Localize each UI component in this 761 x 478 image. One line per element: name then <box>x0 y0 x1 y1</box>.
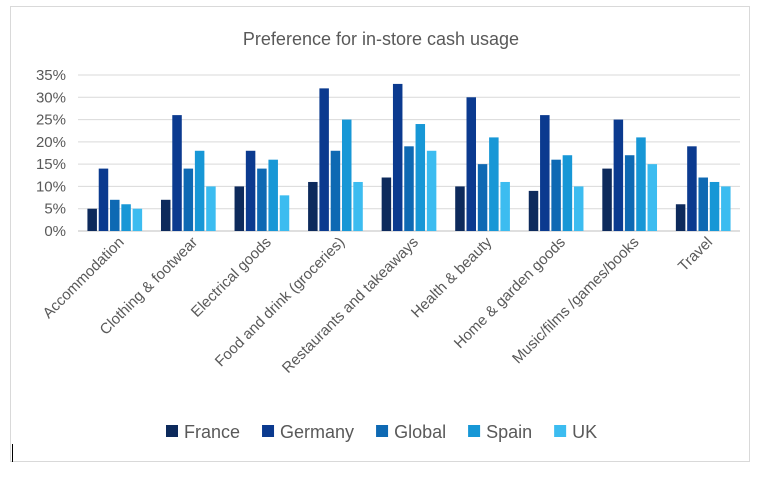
bar-spain-0 <box>121 204 131 231</box>
bar-global-2 <box>257 168 267 231</box>
y-tick-label: 30% <box>36 89 66 106</box>
bar-france-4 <box>381 177 392 231</box>
legend-swatch-uk <box>554 425 567 437</box>
legend-label-germany: Germany <box>280 422 354 442</box>
legend-label-global: Global <box>394 422 446 442</box>
bar-uk-0 <box>132 208 143 231</box>
bar-uk-3 <box>353 181 363 231</box>
bar-uk-7 <box>647 164 658 231</box>
bar-spain-1 <box>194 150 205 231</box>
bar-france-7 <box>602 168 612 231</box>
bar-global-1 <box>183 168 194 231</box>
bar-global-0 <box>110 199 120 231</box>
legend-label-uk: UK <box>572 422 597 442</box>
bar-france-1 <box>160 199 171 231</box>
x-tick-label: Food and drink (groceries) <box>212 234 348 370</box>
bar-global-6 <box>551 159 561 231</box>
y-tick-label: 0% <box>44 223 66 240</box>
bar-global-8 <box>698 177 708 231</box>
bar-germany-2 <box>245 150 256 231</box>
legend-swatch-germany <box>262 425 275 437</box>
x-tick-label: Music/films /games/books <box>509 234 642 367</box>
legend-swatch-global <box>376 425 389 437</box>
bar-uk-5 <box>500 181 510 231</box>
bar-france-2 <box>234 186 245 231</box>
bar-france-0 <box>87 208 97 231</box>
y-tick-label: 25% <box>36 112 66 129</box>
bar-germany-3 <box>319 88 329 231</box>
bar-spain-2 <box>268 159 278 231</box>
bar-global-5 <box>477 164 488 231</box>
y-tick-label: 20% <box>36 134 66 151</box>
text-cursor <box>12 444 13 462</box>
y-axis-ticks: 0% 5% 10% 15% 20% 25% 30% 35% <box>36 67 66 240</box>
chart-frame <box>10 6 750 462</box>
legend-swatch-france <box>166 425 178 437</box>
x-tick-label: Travel <box>675 234 716 275</box>
bar-uk-2 <box>279 195 290 231</box>
bar-france-3 <box>308 181 318 231</box>
bars <box>87 83 731 232</box>
bar-uk-1 <box>206 186 216 231</box>
bar-spain-3 <box>341 119 352 231</box>
y-tick-label: 15% <box>36 156 66 173</box>
bar-spain-5 <box>489 137 499 231</box>
bar-germany-5 <box>466 97 477 232</box>
bar-uk-8 <box>721 186 731 231</box>
bar-germany-1 <box>172 115 182 231</box>
bar-spain-8 <box>709 181 720 231</box>
x-tick-label: Restaurants and takeaways <box>279 234 422 377</box>
bar-spain-6 <box>562 155 573 231</box>
bar-uk-6 <box>573 186 584 231</box>
bar-germany-6 <box>540 115 550 231</box>
bar-global-7 <box>624 155 635 231</box>
bar-germany-7 <box>613 119 624 231</box>
bar-germany-4 <box>392 83 403 232</box>
bar-germany-0 <box>98 168 109 231</box>
legend-label-france: France <box>184 422 240 442</box>
legend-swatch-spain <box>468 425 481 437</box>
bar-france-6 <box>528 190 539 231</box>
chart-title: Preference for in-store cash usage <box>243 29 519 49</box>
bar-spain-7 <box>636 137 646 231</box>
bar-global-3 <box>330 150 341 231</box>
bar-france-5 <box>455 186 465 231</box>
y-tick-label: 35% <box>36 67 66 84</box>
legend: France Germany Global Spain UK <box>166 422 597 442</box>
bar-germany-8 <box>687 146 697 231</box>
y-tick-label: 5% <box>44 201 66 218</box>
bar-global-4 <box>404 146 414 231</box>
bar-uk-4 <box>426 150 437 231</box>
bar-spain-4 <box>415 124 426 231</box>
legend-label-spain: Spain <box>486 422 532 442</box>
y-tick-label: 10% <box>36 178 66 195</box>
bar-france-8 <box>675 204 686 231</box>
